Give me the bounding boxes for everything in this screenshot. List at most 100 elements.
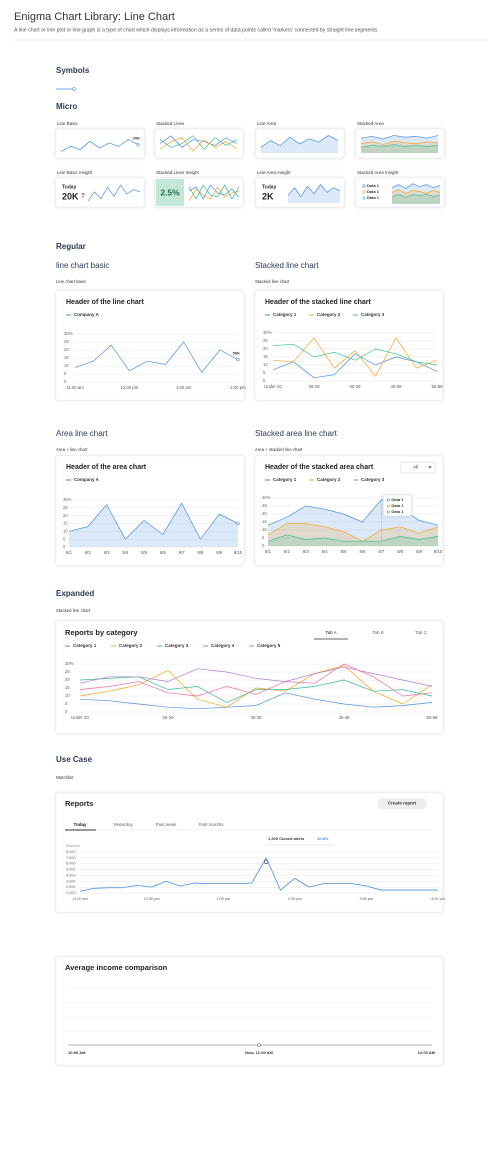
page-title: Enigma Chart Library: Line Chart (14, 11, 175, 23)
button[interactable] (377, 798, 427, 809)
x-tick-label: 8/10 (234, 550, 243, 555)
axis-label: 12:00 AM (418, 1050, 436, 1055)
legend-label: Data 1 (367, 189, 380, 194)
x-tick-label: 8/5 (141, 550, 148, 555)
y-tick-label: 10 (263, 362, 268, 367)
legend-dot (362, 196, 366, 200)
card-title: Reports by category (65, 628, 138, 637)
now-marker (257, 1043, 261, 1047)
tab[interactable]: Past week (156, 822, 178, 827)
x-tick-label: 12:00 pm (120, 385, 138, 390)
micro-label: Line Area Insight (257, 170, 291, 175)
x-tick-label: 30-39 (350, 384, 362, 389)
tab[interactable]: Yesterday (113, 822, 134, 827)
x-tick-label: 8/3 (104, 550, 111, 555)
micro-label: Stacked Area Insight (357, 170, 399, 175)
card-title: Average income comparison (65, 963, 168, 972)
micro-label: Line Basic Insight (57, 170, 93, 175)
y-tick-label: 25 (262, 503, 267, 508)
kpi-value: 2.5% (160, 187, 180, 197)
area-fill (392, 183, 440, 204)
legend-label: Category 1 (273, 477, 297, 482)
x-tick-label: 1:00 pm (176, 385, 192, 390)
legend-label: Category 1 (273, 312, 297, 317)
tooltip-label: Data 1 (391, 509, 404, 514)
y-axis-label: Records (66, 844, 80, 848)
series-line (79, 857, 438, 892)
card-title: Reports (65, 799, 93, 808)
y-tick-label: 3,000 (66, 879, 76, 883)
series-line (68, 502, 239, 540)
card-title: Header of the area chart (66, 464, 147, 471)
tooltip-dot (386, 510, 390, 514)
series-line (159, 137, 238, 152)
legend-label: Category 3 (361, 312, 385, 317)
y-tick-label: 0 (64, 379, 67, 384)
tab[interactable]: Tab A (325, 630, 336, 635)
series-line (60, 139, 139, 152)
series-line (267, 523, 439, 542)
series-line (360, 135, 439, 140)
series-line (159, 135, 238, 150)
series-line (79, 666, 433, 687)
x-tick-label: 8/9 (416, 549, 423, 554)
page-description: A line chart or line plot or line graph … (14, 27, 379, 33)
y-tick-label: 30% (63, 497, 72, 502)
x-tick-label: 11:00 am (66, 385, 84, 390)
tab[interactable]: Tab C (415, 630, 428, 635)
tab[interactable]: Past months (198, 822, 224, 827)
series-line (287, 184, 341, 198)
end-marker (236, 521, 240, 526)
dropdown-label: All (413, 465, 418, 470)
y-tick-label: 25 (64, 339, 69, 344)
y-tick-label: 30% (263, 330, 272, 335)
section-title: Micro (56, 102, 77, 111)
tooltip-value: 10.8% (317, 836, 329, 841)
series-line (267, 534, 439, 542)
x-tick-label: 8/8 (197, 550, 204, 555)
legend-label: Category 1 (73, 643, 97, 648)
x-tick-label: 8/2 (284, 549, 291, 554)
x-tick-label: 8/6 (359, 549, 366, 554)
y-tick-label: 10 (63, 528, 68, 533)
y-tick-label: 25 (65, 669, 70, 674)
y-tick-label: 30% (262, 495, 271, 500)
axis-label: Now, 11:00 AM (245, 1050, 273, 1055)
button-label[interactable]: Create report (388, 801, 417, 806)
end-label: 20K (133, 136, 140, 141)
x-tick-label: 11:00 am (72, 897, 88, 901)
series-line (79, 663, 433, 697)
x-tick-label: 12:00 pm (144, 897, 160, 901)
x-tick-label: Under 20 (71, 715, 89, 720)
series-line (272, 353, 438, 379)
card (55, 290, 245, 401)
y-tick-label: 7,000 (66, 856, 76, 860)
tab[interactable]: Today (74, 822, 87, 827)
card (55, 177, 145, 208)
x-tick-label: 50-59 (432, 384, 444, 389)
y-tick-label: 5 (65, 701, 68, 706)
legend-label: Data 1 (367, 183, 380, 188)
series-line (87, 184, 141, 202)
y-tick-label: 5 (63, 536, 66, 541)
series-line (360, 140, 439, 145)
y-tick-label: 8,000 (66, 850, 76, 854)
y-tick-label: 30% (64, 331, 73, 336)
tab[interactable]: Tab B (372, 630, 384, 635)
legend-label: Category 2 (119, 643, 143, 648)
legend-label: Category 3 (165, 643, 189, 648)
y-tick-label: 20 (63, 513, 68, 518)
card (55, 792, 444, 913)
y-tick-label: 5,000 (66, 868, 76, 872)
x-tick-label: 2:00 pm (230, 385, 246, 390)
y-tick-label: 5 (262, 535, 265, 540)
hover-marker (264, 859, 269, 865)
y-tick-label: 25 (63, 505, 68, 510)
series-line (391, 183, 441, 189)
x-tick-label: 8/1 (265, 549, 272, 554)
legend-label: Category 4 (211, 643, 235, 648)
x-tick-label: 8/10 (434, 549, 443, 554)
dropdown[interactable] (400, 461, 436, 474)
chart-heading: Stacked area line chart (255, 429, 338, 438)
area-fill (268, 523, 438, 546)
